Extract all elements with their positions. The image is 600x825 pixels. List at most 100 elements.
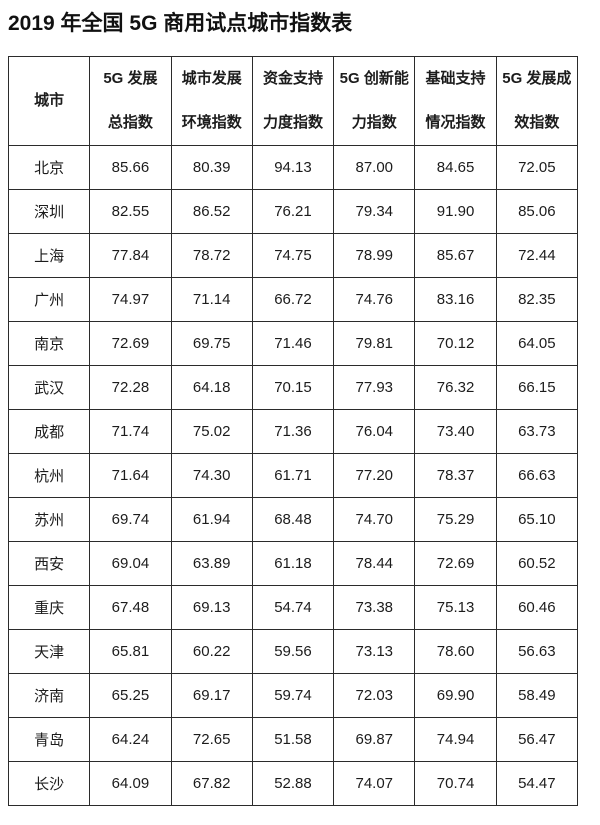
value-cell: 69.87 [333, 717, 416, 763]
value-cell: 66.15 [495, 365, 579, 411]
table-row: 广州 74.97 71.14 66.72 74.76 83.16 82.35 [7, 277, 579, 323]
table-row: 北京 85.66 80.39 94.13 87.00 84.65 72.05 [7, 145, 579, 191]
value-cell: 74.30 [170, 453, 253, 499]
value-cell: 61.18 [251, 541, 335, 587]
value-cell: 71.14 [170, 277, 253, 323]
value-cell: 69.90 [414, 673, 497, 719]
value-cell: 58.49 [495, 673, 579, 719]
value-cell: 69.13 [170, 585, 253, 631]
value-cell: 73.40 [414, 409, 497, 455]
value-cell: 64.24 [89, 717, 172, 763]
value-cell: 51.58 [251, 717, 335, 763]
value-cell: 63.73 [495, 409, 579, 455]
city-cell: 济南 [7, 673, 91, 719]
table-row: 上海 77.84 78.72 74.75 78.99 85.67 72.44 [7, 233, 579, 279]
city-index-table: 城市 5G 发展 总指数 城市发展 环境指数 [7, 56, 579, 807]
value-cell: 54.47 [495, 761, 579, 807]
city-cell: 武汉 [7, 365, 91, 411]
value-cell: 76.32 [414, 365, 497, 411]
table-row: 杭州 71.64 74.30 61.71 77.20 78.37 66.63 [7, 453, 579, 499]
value-cell: 63.89 [170, 541, 253, 587]
value-cell: 77.84 [89, 233, 172, 279]
column-header-wrap: 5G 发展 总指数 [90, 57, 170, 145]
city-cell: 北京 [7, 145, 91, 191]
value-cell: 71.46 [251, 321, 335, 367]
value-cell: 74.94 [414, 717, 497, 763]
column-header-5g-innovation-index: 5G 创新能 力指数 [333, 56, 416, 147]
table-header: 城市 5G 发展 总指数 城市发展 环境指数 [7, 56, 579, 147]
city-cell: 长沙 [7, 761, 91, 807]
value-cell: 71.74 [89, 409, 172, 455]
value-cell: 64.05 [495, 321, 579, 367]
value-cell: 70.12 [414, 321, 497, 367]
column-header-line2: 力度指数 [262, 114, 323, 132]
value-cell: 60.22 [170, 629, 253, 675]
value-cell: 72.05 [495, 145, 579, 191]
value-cell: 73.13 [333, 629, 416, 675]
column-header-city: 城市 [7, 56, 91, 147]
value-cell: 73.38 [333, 585, 416, 631]
city-cell: 南京 [7, 321, 91, 367]
value-cell: 74.75 [251, 233, 335, 279]
table-row: 青岛 64.24 72.65 51.58 69.87 74.94 56.47 [7, 717, 579, 763]
value-cell: 60.46 [495, 585, 579, 631]
value-cell: 82.55 [89, 189, 172, 235]
value-cell: 78.60 [414, 629, 497, 675]
value-cell: 74.97 [89, 277, 172, 323]
value-cell: 91.90 [414, 189, 497, 235]
value-cell: 59.56 [251, 629, 335, 675]
city-cell: 成都 [7, 409, 91, 455]
value-cell: 87.00 [333, 145, 416, 191]
value-cell: 79.81 [333, 321, 416, 367]
city-cell: 广州 [7, 277, 91, 323]
value-cell: 72.65 [170, 717, 253, 763]
value-cell: 76.21 [251, 189, 335, 235]
column-header-line2: 情况指数 [425, 114, 486, 132]
value-cell: 61.71 [251, 453, 335, 499]
value-cell: 64.09 [89, 761, 172, 807]
value-cell: 52.88 [251, 761, 335, 807]
value-cell: 77.20 [333, 453, 416, 499]
column-header-line1: 基础支持 [425, 70, 486, 88]
table-row: 重庆 67.48 69.13 54.74 73.38 75.13 60.46 [7, 585, 579, 631]
value-cell: 80.39 [170, 145, 253, 191]
value-cell: 66.72 [251, 277, 335, 323]
value-cell: 74.70 [333, 497, 416, 543]
value-cell: 59.74 [251, 673, 335, 719]
value-cell: 60.52 [495, 541, 579, 587]
value-cell: 78.72 [170, 233, 253, 279]
city-cell: 杭州 [7, 453, 91, 499]
column-header-line2: 环境指数 [181, 114, 242, 132]
column-header-wrap: 城市 [9, 57, 89, 145]
value-cell: 74.76 [333, 277, 416, 323]
value-cell: 69.75 [170, 321, 253, 367]
value-cell: 56.63 [495, 629, 579, 675]
column-header-5g-effectiveness-index: 5G 发展成 效指数 [495, 56, 579, 147]
value-cell: 69.04 [89, 541, 172, 587]
value-cell: 65.81 [89, 629, 172, 675]
value-cell: 84.65 [414, 145, 497, 191]
value-cell: 56.47 [495, 717, 579, 763]
value-cell: 61.94 [170, 497, 253, 543]
value-cell: 69.17 [170, 673, 253, 719]
table-row: 济南 65.25 69.17 59.74 72.03 69.90 58.49 [7, 673, 579, 719]
table-row: 深圳 82.55 86.52 76.21 79.34 91.90 85.06 [7, 189, 579, 235]
table-row: 南京 72.69 69.75 71.46 79.81 70.12 64.05 [7, 321, 579, 367]
value-cell: 83.16 [414, 277, 497, 323]
value-cell: 72.69 [414, 541, 497, 587]
value-cell: 65.10 [495, 497, 579, 543]
table-row: 苏州 69.74 61.94 68.48 74.70 75.29 65.10 [7, 497, 579, 543]
value-cell: 75.13 [414, 585, 497, 631]
column-header-line2: 效指数 [514, 114, 560, 132]
column-header-line2: 总指数 [107, 114, 153, 132]
value-cell: 66.63 [495, 453, 579, 499]
value-cell: 85.06 [495, 189, 579, 235]
table-row: 武汉 72.28 64.18 70.15 77.93 76.32 66.15 [7, 365, 579, 411]
column-header-line1: 城市发展 [181, 70, 242, 88]
value-cell: 72.28 [89, 365, 172, 411]
value-cell: 67.48 [89, 585, 172, 631]
value-cell: 71.36 [251, 409, 335, 455]
column-header-wrap: 5G 创新能 力指数 [334, 57, 414, 145]
column-header-wrap: 资金支持 力度指数 [253, 57, 333, 145]
